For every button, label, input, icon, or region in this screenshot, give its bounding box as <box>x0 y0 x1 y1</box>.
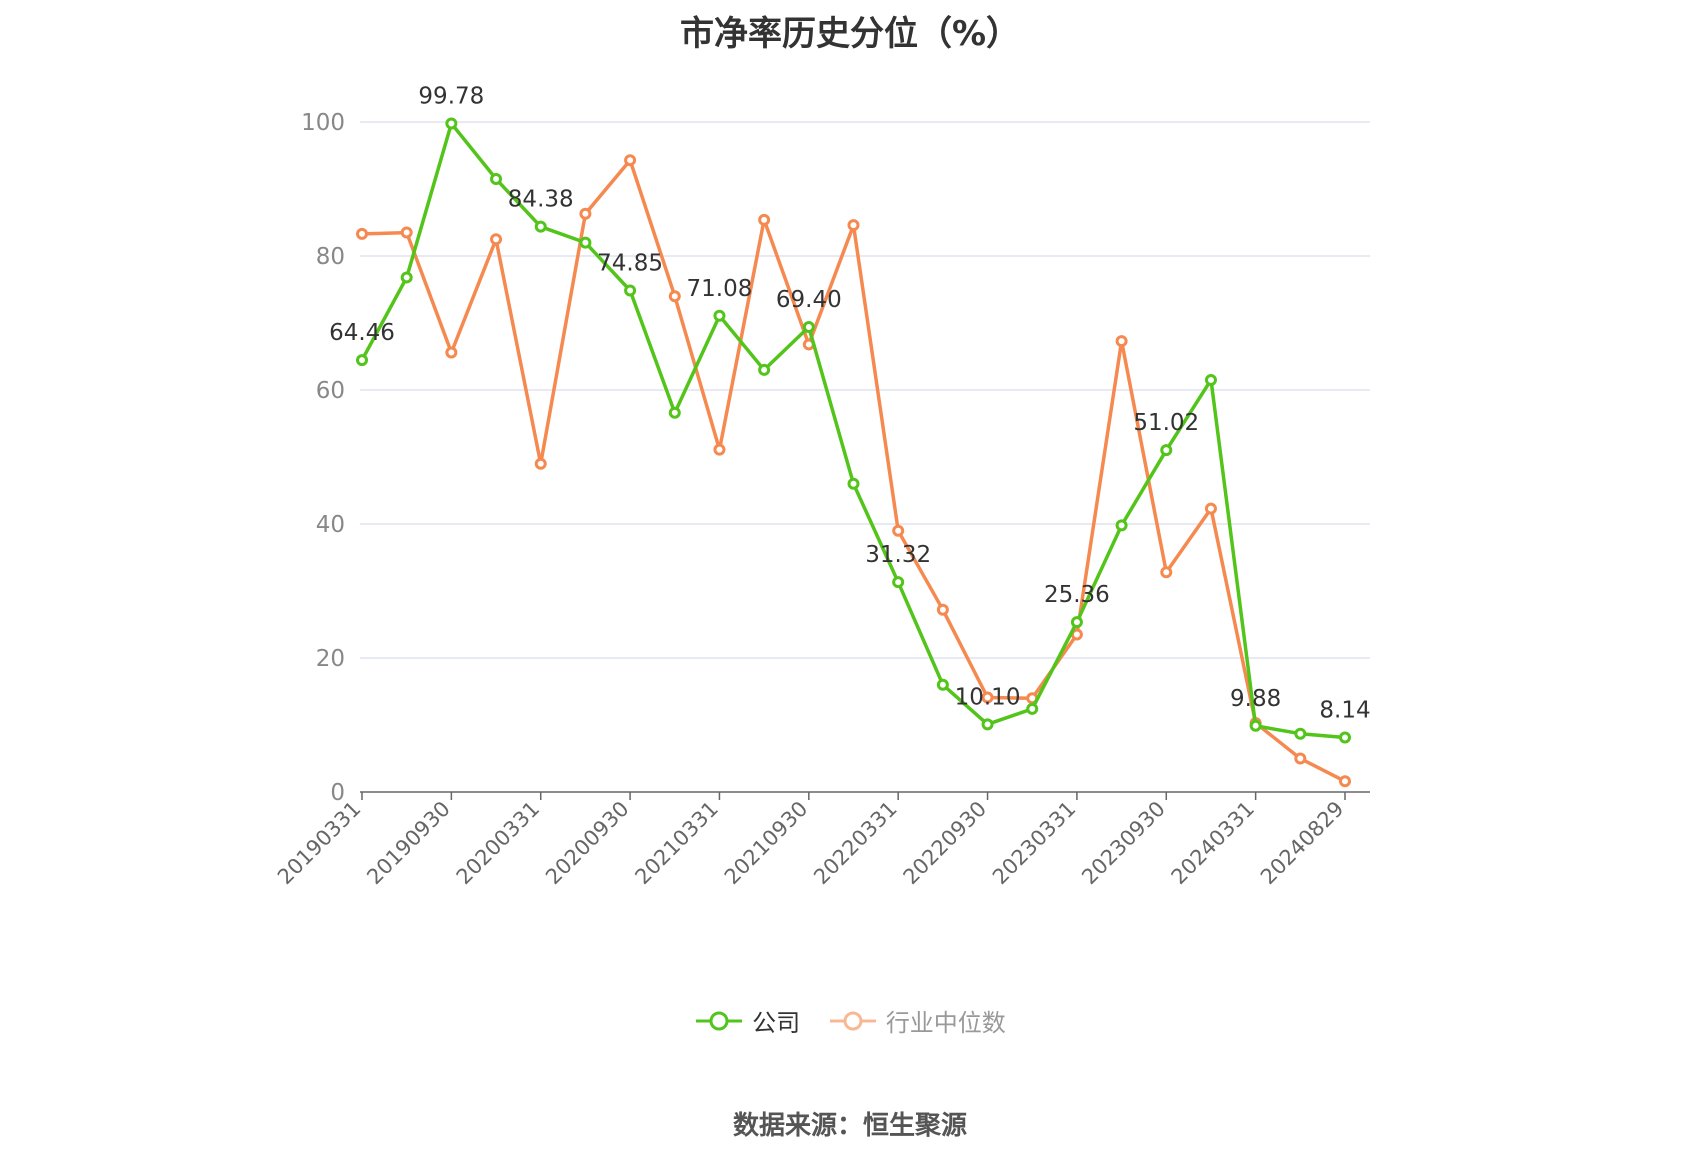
data-point <box>1294 752 1307 765</box>
x-tick-label: 20240331 <box>1167 797 1260 890</box>
data-point <box>892 524 905 537</box>
data-label: 71.08 <box>687 276 753 302</box>
data-label: 8.14 <box>1319 697 1370 723</box>
x-tick-label: 20210930 <box>720 797 813 890</box>
legend-label-industry: 行业中位数 <box>885 1009 1006 1037</box>
data-point <box>1070 616 1083 629</box>
legend-item-industry[interactable]: 行业中位数 <box>828 1003 1006 1038</box>
data-point <box>534 220 547 233</box>
line-chart: 0 20 40 60 80 100 2019033120190930202003312020… <box>273 83 1371 890</box>
data-point <box>1339 731 1351 744</box>
data-point <box>356 227 368 240</box>
x-tick-label: 20210331 <box>630 797 723 890</box>
data-point <box>1160 566 1173 579</box>
y-tick-label: 100 <box>301 110 345 136</box>
x-tick-label: 20240829 <box>1256 797 1349 890</box>
data-point <box>445 346 458 359</box>
data-label: 51.02 <box>1133 410 1199 436</box>
series-line <box>361 158 1346 783</box>
x-tick-label: 20230930 <box>1077 797 1170 890</box>
data-label: 74.85 <box>597 251 663 277</box>
data-point <box>981 718 994 731</box>
data-point <box>1339 775 1351 788</box>
series-industry <box>356 154 1351 788</box>
data-point <box>1115 335 1128 348</box>
y-tick-label: 60 <box>316 378 345 404</box>
data-point <box>981 691 994 704</box>
data-point <box>356 354 368 367</box>
data-point <box>1115 519 1128 532</box>
data-point <box>490 233 503 246</box>
data-label: 9.88 <box>1230 686 1281 712</box>
data-label: 84.38 <box>508 187 574 213</box>
y-tick-label: 40 <box>316 512 345 538</box>
data-point <box>445 117 458 130</box>
data-point <box>579 207 592 220</box>
data-point <box>400 271 413 284</box>
data-point <box>713 443 726 456</box>
data-point <box>713 309 726 322</box>
data-point <box>579 236 592 249</box>
data-point <box>847 219 860 232</box>
legend-company-icon <box>696 1011 743 1030</box>
data-point <box>624 284 637 297</box>
data-point <box>668 290 681 303</box>
x-tick-label: 20190331 <box>273 797 366 890</box>
data-point <box>400 226 413 239</box>
data-point <box>936 603 949 616</box>
data-point <box>1249 719 1262 732</box>
data-point <box>758 213 771 226</box>
data-point <box>1026 702 1039 715</box>
data-point <box>1204 373 1217 386</box>
data-point <box>490 172 503 185</box>
x-tick-label: 20220930 <box>899 797 992 890</box>
data-source: 数据来源：恒生聚源 <box>732 1111 967 1141</box>
y-tick-label: 20 <box>316 646 345 672</box>
data-label: 64.46 <box>329 320 395 346</box>
y-tick-label: 80 <box>316 244 345 270</box>
x-tick-label: 20200930 <box>541 797 634 890</box>
legend-industry-icon <box>829 1011 876 1030</box>
data-point <box>668 406 681 419</box>
x-tick-label: 20190930 <box>362 797 455 890</box>
data-point <box>624 154 637 167</box>
data-label: 10.10 <box>955 684 1021 710</box>
chart-title: 市净率历史分位（%） <box>679 14 1021 54</box>
x-tick-label: 20230331 <box>988 797 1081 890</box>
data-point <box>1160 444 1173 457</box>
data-point <box>802 321 815 334</box>
data-point <box>936 678 949 691</box>
y-tick-label: 0 <box>330 780 345 806</box>
data-label: 25.36 <box>1044 582 1110 608</box>
legend-label-company: 公司 <box>752 1009 801 1037</box>
data-point <box>1294 727 1307 740</box>
legend: 公司 行业中位数 <box>0 1003 1700 1039</box>
data-point <box>1204 502 1217 515</box>
legend-item-company[interactable]: 公司 <box>694 1003 800 1038</box>
series-company <box>356 117 1351 744</box>
data-point <box>758 363 771 376</box>
data-label: 69.40 <box>776 287 842 313</box>
data-point <box>892 576 905 589</box>
data-point <box>534 457 547 470</box>
x-tick-label: 20220331 <box>809 797 902 890</box>
data-point <box>847 477 860 490</box>
x-tick-label: 20200331 <box>452 797 545 890</box>
data-label: 31.32 <box>865 542 931 568</box>
data-label: 99.78 <box>418 83 484 109</box>
